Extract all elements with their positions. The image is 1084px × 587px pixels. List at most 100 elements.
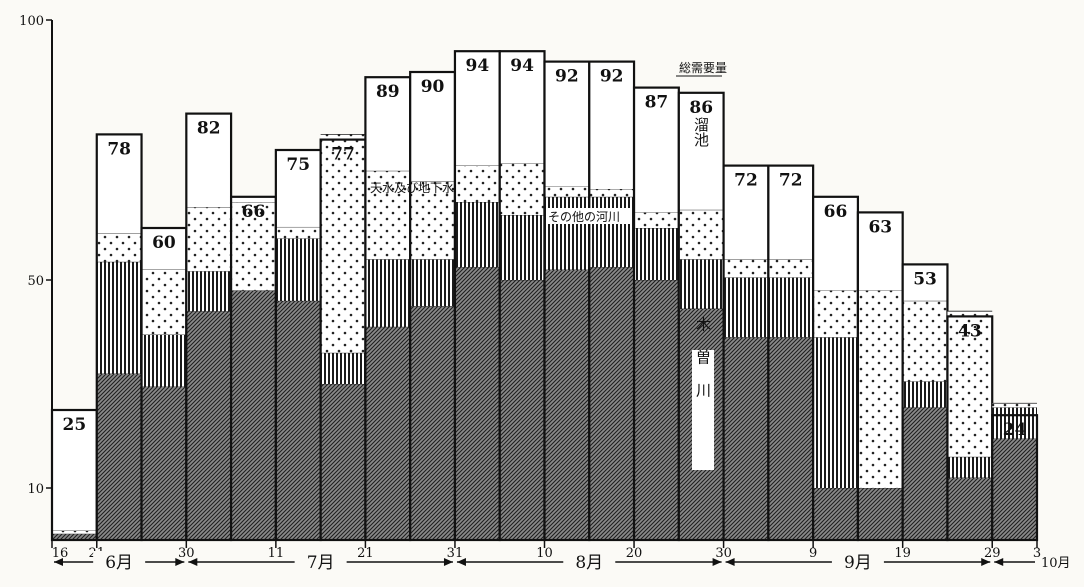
- bar-9-kiso-river: [410, 306, 455, 540]
- month-label: 6月: [105, 553, 133, 573]
- arrow-right-icon: [175, 558, 185, 566]
- bar-10-other-rivers: [454, 202, 500, 267]
- bar-2-rain-groundwater: [96, 233, 142, 262]
- bar-19-rain-groundwater: [857, 290, 903, 488]
- x-tick-label: 30: [715, 546, 732, 561]
- bar-3-kiso-river: [141, 386, 187, 540]
- bar-20-other-rivers: [902, 381, 948, 408]
- bar-1-kiso-river: [52, 533, 97, 540]
- month-span-4: 9月: [725, 551, 991, 573]
- bar-16: [722, 164, 770, 542]
- bar-3-other-rivers: [141, 334, 187, 387]
- bar-17-reservoir: [768, 165, 814, 260]
- bar-16-kiso-river: [723, 337, 769, 540]
- value-label: 87: [645, 93, 669, 113]
- x-tick-label: 30: [178, 546, 195, 561]
- month-label-bg: [294, 551, 347, 573]
- bar-18: [812, 195, 860, 542]
- bar-9-other-rivers: [410, 259, 455, 306]
- bar-7-rain-groundwater: [320, 134, 366, 353]
- bar-20-rain-groundwater: [902, 300, 948, 382]
- arrow-left-icon: [725, 558, 735, 566]
- bar-13: [588, 60, 636, 542]
- kiso-river-label: 木曽川: [694, 317, 712, 416]
- x-tick-label: 20: [626, 546, 643, 561]
- bar-16-rain-groundwater: [723, 259, 769, 278]
- bar-9-rain-groundwater: [410, 181, 455, 260]
- arrow-left-icon: [188, 558, 198, 566]
- bar-14-reservoir: [634, 87, 679, 213]
- bar-18-other-rivers: [813, 337, 858, 488]
- bar-5-kiso-river: [231, 290, 276, 540]
- bar-9-reservoir: [410, 72, 455, 182]
- month-label: 7月: [307, 553, 335, 573]
- other-rivers-label: その他の河川: [548, 210, 620, 224]
- month-span-5: 10月: [994, 556, 1071, 571]
- bar-18-rain-groundwater: [813, 290, 858, 338]
- bar-12-reservoir: [544, 61, 590, 187]
- bar-5-rain-groundwater: [231, 202, 276, 291]
- bar-10-rain-groundwater: [454, 165, 500, 202]
- bar-14-other-rivers: [634, 228, 679, 280]
- arrow-left-icon: [456, 558, 466, 566]
- bar-19: [856, 211, 904, 542]
- reservoir-label: 溜池: [692, 117, 710, 147]
- bar-10-reservoir: [454, 51, 500, 166]
- bar-16-reservoir: [723, 165, 769, 260]
- rain-groundwater-label: 天水及び地下水: [370, 181, 454, 195]
- arrow-left-icon: [54, 558, 63, 566]
- bar-11-rain-groundwater: [499, 163, 545, 215]
- value-label: 63: [868, 217, 892, 237]
- bar-4-rain-groundwater: [186, 207, 232, 272]
- value-label: 53: [913, 269, 937, 289]
- bar-18-kiso-river: [813, 488, 858, 540]
- month-label-bg: [831, 551, 884, 573]
- bar-21-rain-groundwater: [947, 311, 993, 457]
- bar-21-other-rivers: [947, 456, 993, 478]
- arrow-right-icon: [443, 558, 453, 566]
- arrow-right-icon: [712, 558, 722, 566]
- bar-17-rain-groundwater: [768, 259, 814, 278]
- bar-10: [453, 50, 501, 542]
- value-label: 66: [824, 202, 848, 222]
- bar-3: [140, 226, 188, 542]
- bar-21-kiso-river: [947, 477, 993, 540]
- bar-14: [632, 86, 680, 542]
- month-span-2: 7月: [188, 551, 453, 573]
- bar-17-kiso-river: [768, 337, 814, 540]
- value-label: 60: [152, 233, 176, 253]
- bar-6-rain-groundwater: [275, 226, 321, 239]
- bar-4-reservoir: [186, 113, 232, 208]
- value-label: 66: [242, 202, 266, 222]
- x-tick-label: 19: [894, 546, 911, 561]
- bar-5-reservoir: [231, 196, 276, 202]
- bar-6-other-rivers: [275, 238, 321, 301]
- bar-22: [991, 402, 1039, 542]
- arrow-right-icon: [981, 558, 991, 566]
- value-label: 24: [1003, 420, 1027, 440]
- bar-13-other-rivers: [589, 196, 635, 267]
- x-tick-label: 3: [1033, 546, 1041, 561]
- bar-6-reservoir: [275, 150, 321, 227]
- bar-13-kiso-river: [589, 267, 635, 540]
- month-label-bg: [563, 551, 616, 573]
- value-label: 72: [734, 171, 758, 191]
- bar-22-rain-groundwater: [992, 403, 1037, 408]
- x-tick-label: 31: [447, 546, 464, 561]
- value-label: 94: [466, 56, 490, 76]
- bar-12-rain-groundwater: [544, 186, 590, 197]
- bar-4-kiso-river: [186, 311, 232, 540]
- bar-2-other-rivers: [96, 261, 142, 374]
- bar-16-other-rivers: [723, 277, 769, 338]
- value-label: 43: [958, 321, 982, 341]
- bar-22-kiso-river: [992, 438, 1037, 540]
- bar-12: [543, 60, 591, 542]
- bar-7-kiso-river: [320, 384, 366, 540]
- bar-14-kiso-river: [634, 280, 679, 540]
- bar-11-other-rivers: [499, 215, 545, 280]
- x-tick-label: 9: [809, 546, 817, 561]
- bar-14-rain-groundwater: [634, 212, 679, 228]
- bar-17-other-rivers: [768, 277, 814, 338]
- bar-20-kiso-river: [902, 407, 948, 540]
